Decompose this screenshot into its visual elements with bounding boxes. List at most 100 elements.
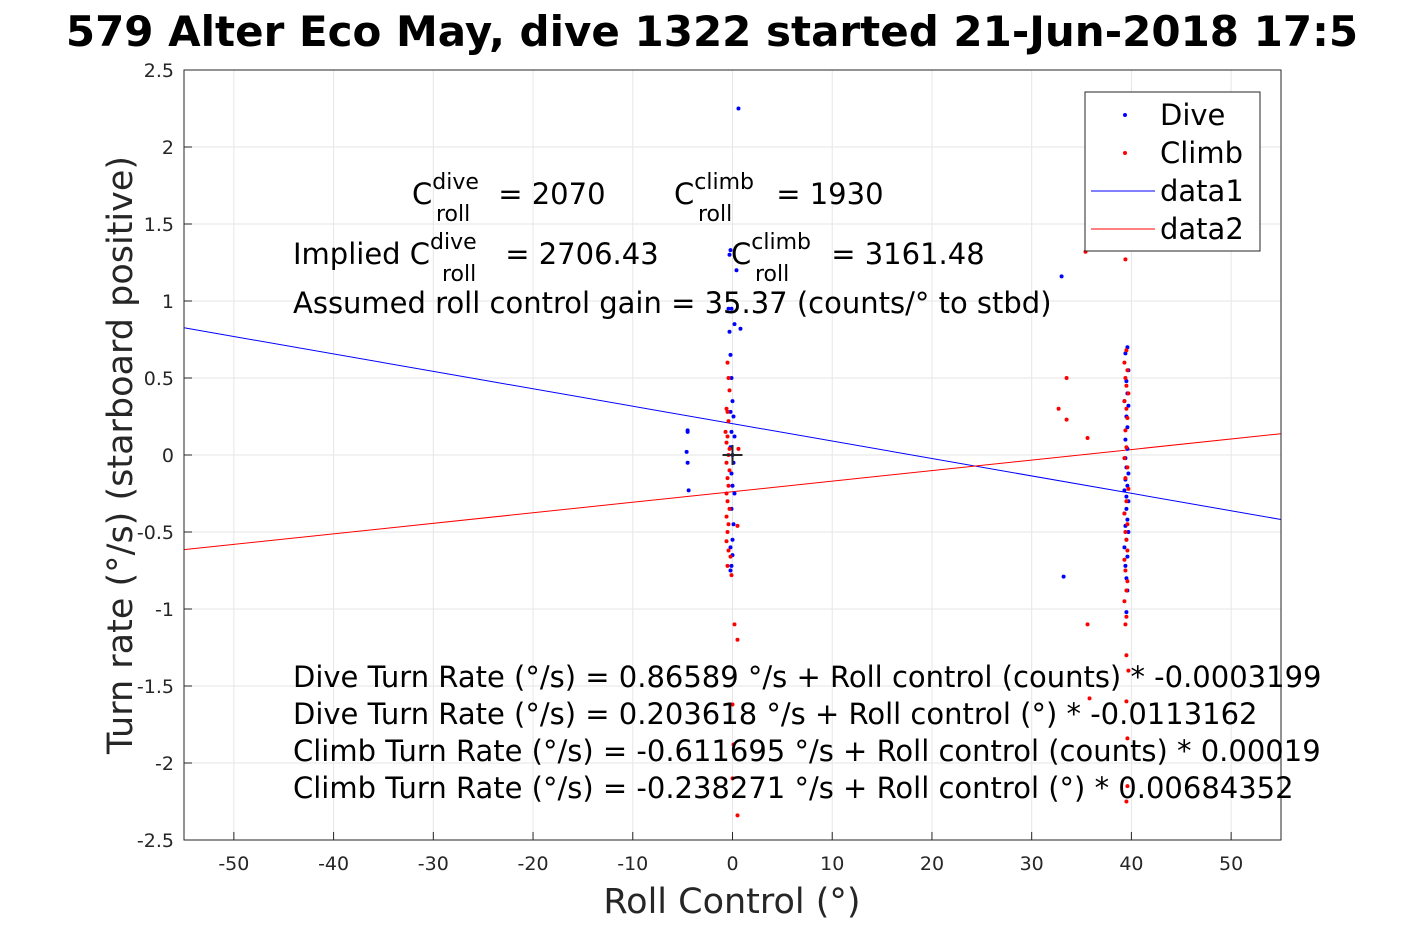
dive-point bbox=[1126, 403, 1131, 408]
climb-point bbox=[735, 813, 740, 818]
dive-point bbox=[1122, 545, 1127, 550]
dive-point bbox=[734, 268, 739, 273]
annotation-c-dive-value: = 2070 bbox=[489, 177, 606, 211]
climb-point bbox=[1124, 348, 1129, 353]
climb-point bbox=[725, 563, 730, 568]
dive-point bbox=[732, 491, 737, 496]
x-tick-label: 10 bbox=[820, 853, 844, 875]
x-tick-label: -50 bbox=[218, 853, 249, 875]
legend-label: data1 bbox=[1160, 174, 1244, 208]
x-tick-label: -20 bbox=[518, 853, 549, 875]
x-tick-label: 20 bbox=[920, 853, 944, 875]
annotation-c-climb: Cclimb roll = 1930 bbox=[674, 170, 884, 227]
climb-point bbox=[736, 446, 741, 451]
annotation-equation-4: Climb Turn Rate (°/s) = -0.238271 °/s + … bbox=[293, 771, 1294, 805]
climb-point bbox=[1124, 406, 1129, 411]
x-tick-label: 40 bbox=[1119, 853, 1143, 875]
dive-point bbox=[730, 399, 735, 404]
climb-point bbox=[724, 539, 729, 544]
dive-point bbox=[728, 352, 733, 357]
climb-point bbox=[1125, 416, 1130, 421]
y-tick-label: 0.5 bbox=[144, 368, 174, 390]
climb-point bbox=[728, 554, 733, 559]
annotation-equation-3: Climb Turn Rate (°/s) = -0.611695 °/s + … bbox=[293, 734, 1321, 768]
dive-point bbox=[1123, 351, 1128, 356]
origin-marker bbox=[722, 445, 743, 465]
y-tick-label: -1 bbox=[155, 599, 174, 621]
dive-point bbox=[727, 252, 732, 257]
climb-point bbox=[726, 522, 731, 527]
tick-labels: -50 -40 -30 -20 -10 0 10 20 30 40 50-2.5-2-1.5-1-0… bbox=[137, 60, 1243, 875]
climb-point bbox=[735, 637, 740, 642]
climb-point bbox=[1125, 784, 1130, 789]
climb-point bbox=[1056, 406, 1061, 411]
annotation-c-dive: Cdive roll = 2070 bbox=[412, 170, 606, 227]
climb-point bbox=[1125, 736, 1130, 741]
dive-point bbox=[731, 522, 736, 527]
dive-point bbox=[1126, 471, 1131, 476]
dive-point bbox=[726, 306, 731, 311]
climb-point bbox=[1124, 537, 1129, 542]
climb-point bbox=[730, 776, 735, 781]
annotation-implied-dive: Implied Cdive roll = 2706.43 bbox=[293, 230, 659, 287]
climb-point bbox=[725, 476, 730, 481]
dive-point bbox=[727, 329, 732, 334]
annotation-equation-1: Dive Turn Rate (°/s) = 0.86589 °/s + Rol… bbox=[293, 660, 1321, 694]
climb-point bbox=[729, 573, 734, 578]
dive-point bbox=[729, 376, 734, 380]
climb-point bbox=[1123, 476, 1128, 481]
climb-point bbox=[724, 460, 729, 465]
y-tick-label: 0 bbox=[162, 445, 174, 467]
annotation-implied-dive-sup: dive bbox=[430, 230, 477, 255]
x-tick-label: -10 bbox=[617, 853, 648, 875]
climb-point bbox=[725, 434, 730, 439]
climb-point bbox=[726, 548, 731, 553]
climb-point bbox=[727, 506, 732, 511]
legend-label: Climb bbox=[1160, 136, 1243, 170]
climb-point bbox=[1064, 417, 1069, 422]
y-axis-label: Turn rate (°/s) (starboard positive) bbox=[101, 156, 141, 755]
legend: Dive Climb data1 data2 bbox=[1084, 91, 1261, 252]
climb-point bbox=[1125, 579, 1130, 584]
climb-point bbox=[1085, 622, 1090, 627]
annotation-c-climb-sup: climb bbox=[694, 170, 754, 195]
x-axis-label: Roll Control (°) bbox=[603, 882, 860, 922]
fit-lines bbox=[183, 327, 1282, 551]
climb-point bbox=[727, 388, 732, 393]
climb-point bbox=[1122, 599, 1127, 604]
annotation-equation-2: Dive Turn Rate (°/s) = 0.203618 °/s + Ro… bbox=[293, 697, 1258, 731]
climb-point bbox=[725, 409, 730, 414]
dive-point bbox=[728, 409, 733, 414]
y-tick-label: 2 bbox=[162, 137, 174, 159]
y-tick-label: 1 bbox=[162, 291, 174, 313]
climb-point bbox=[1122, 399, 1127, 404]
x-tick-label: 30 bbox=[1020, 853, 1044, 875]
annotation-c-climb-sub: roll bbox=[698, 202, 732, 227]
climb-point bbox=[1124, 588, 1129, 593]
x-tick-label: 50 bbox=[1219, 853, 1243, 875]
dive-point bbox=[1125, 345, 1130, 350]
dive-point bbox=[1123, 437, 1128, 442]
annotation-c-climb-value: = 1930 bbox=[767, 177, 884, 211]
climb-point bbox=[1124, 383, 1129, 388]
annotation-implied-dive-value: = 2706.43 bbox=[496, 237, 659, 271]
y-tick-label: -0.5 bbox=[137, 522, 174, 544]
climb-point bbox=[1124, 614, 1129, 619]
dive-point bbox=[729, 471, 734, 476]
dive-point bbox=[685, 460, 690, 465]
dive-point bbox=[728, 248, 733, 253]
dive-point bbox=[1124, 494, 1129, 499]
dive-point bbox=[1124, 506, 1129, 511]
climb-point bbox=[1087, 696, 1092, 701]
dive-point bbox=[1123, 563, 1128, 568]
dive-point bbox=[728, 568, 733, 573]
annotation-implied-climb-sup: climb bbox=[751, 230, 811, 255]
climb-point bbox=[1126, 391, 1131, 396]
dive-point bbox=[1124, 576, 1129, 581]
annotation-implied-prefix: Implied C bbox=[293, 237, 430, 271]
climb-point bbox=[1124, 799, 1129, 804]
dive-point bbox=[1125, 483, 1130, 488]
annotation-c-dive-sub: roll bbox=[436, 202, 470, 227]
y-tick-label: -2 bbox=[155, 753, 174, 775]
